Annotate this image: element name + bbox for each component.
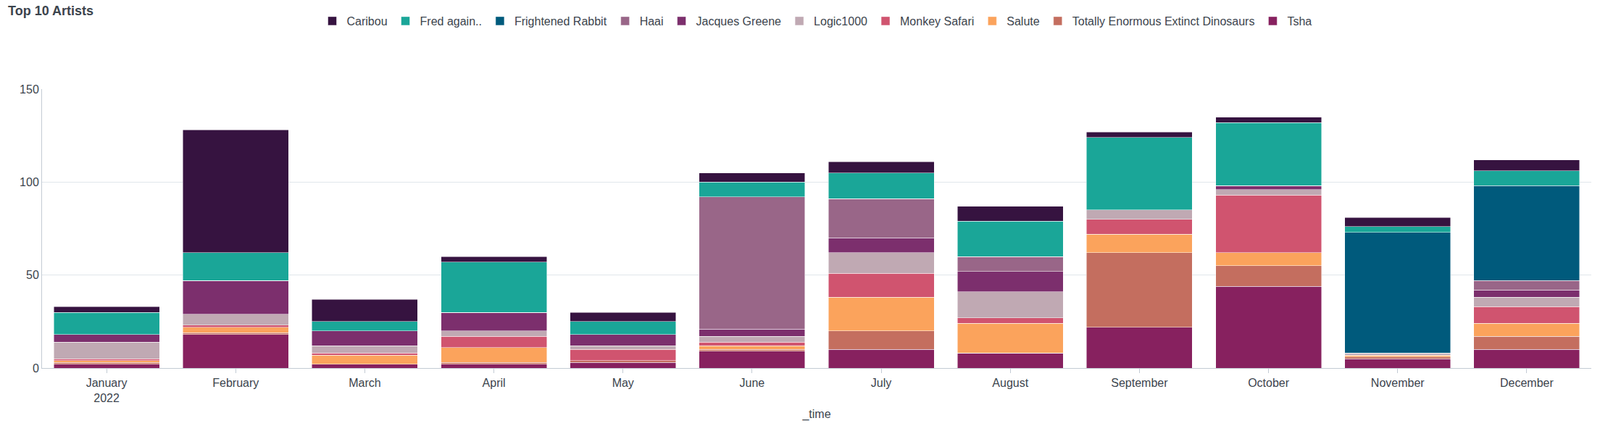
svg-text:November: November [1371, 376, 1425, 390]
svg-text:April: April [482, 376, 506, 390]
svg-text:_time: _time [801, 407, 831, 422]
svg-text:Caribou: Caribou [347, 15, 388, 28]
svg-text:Fred again..: Fred again.. [420, 15, 482, 28]
svg-text:Salute: Salute [1006, 15, 1040, 28]
svg-text:0: 0 [32, 362, 40, 375]
svg-text:Frightened Rabbit: Frightened Rabbit [514, 15, 608, 28]
svg-text:March: March [348, 376, 381, 390]
svg-text:August: August [992, 376, 1029, 390]
svg-text:October: October [1247, 376, 1290, 390]
svg-text:January2022: January2022 [86, 376, 128, 405]
svg-text:Totally Enormous Extinct Dinos: Totally Enormous Extinct Dinosaurs [1072, 15, 1256, 28]
svg-text:Jacques Greene: Jacques Greene [696, 15, 782, 28]
svg-text:Tsha: Tsha [1286, 15, 1312, 28]
svg-text:50: 50 [26, 268, 40, 282]
svg-text:Top 10 Artists: Top 10 Artists [7, 3, 94, 19]
svg-text:150: 150 [19, 83, 40, 96]
svg-text:September: September [1110, 376, 1169, 390]
svg-text:December: December [1500, 376, 1554, 390]
svg-text:February: February [212, 376, 259, 390]
svg-text:100: 100 [19, 176, 40, 189]
svg-text:July: July [871, 376, 892, 390]
svg-text:Haai: Haai [639, 15, 664, 28]
svg-text:June: June [739, 376, 766, 390]
svg-text:May: May [612, 376, 635, 390]
svg-text:Monkey Safari: Monkey Safari [900, 15, 974, 28]
svg-text:Logic1000: Logic1000 [813, 15, 868, 28]
